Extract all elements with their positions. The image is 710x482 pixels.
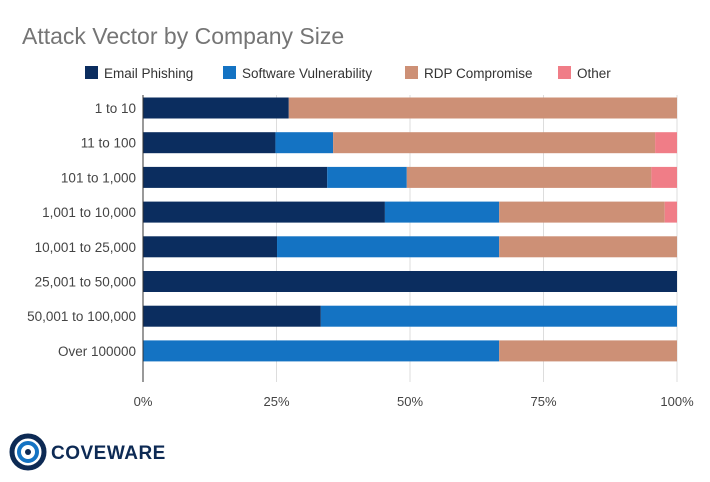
bar-email-phishing-25-001-to-50-000 — [143, 271, 677, 292]
bar-software-vulnerability-101-to-1-000 — [327, 166, 407, 188]
y-tick-label: 10,001 to 25,000 — [35, 240, 136, 255]
y-tick-label: 11 to 100 — [81, 136, 136, 151]
legend-swatch-email-phishing — [85, 66, 98, 79]
bar-software-vulnerability-10-001-to-25-000 — [277, 236, 500, 258]
bar-rdp-compromise-101-to-1-000 — [406, 166, 652, 188]
x-tick-label: 50% — [397, 394, 423, 409]
bar-other-11-to-100 — [655, 132, 677, 154]
bar-software-vulnerability-50-001-to-100-000 — [320, 305, 677, 327]
legend-swatch-rdp-compromise — [405, 66, 418, 79]
bar-email-phishing-101-to-1-000 — [143, 166, 328, 188]
x-tick-label: 0% — [134, 394, 153, 409]
legend-label-rdp-compromise: RDP Compromise — [424, 66, 533, 81]
x-axis-labels: 0% 25% 50% 75% 100% — [134, 394, 694, 409]
legend-swatch-software-vulnerability — [223, 66, 236, 79]
y-tick-label: 1 to 10 — [95, 101, 136, 116]
legend: Email Phishing Software Vulnerability RDP … — [85, 66, 611, 81]
legend-label-software-vulnerability: Software Vulnerability — [242, 66, 372, 81]
y-tick-label: 25,001 to 50,000 — [35, 275, 136, 290]
coveware-logo-icon — [9, 433, 47, 471]
bar-software-vulnerability-over-100000 — [143, 340, 500, 362]
bar-email-phishing-1-to-10 — [143, 97, 289, 119]
x-tick-label: 25% — [263, 394, 289, 409]
bars — [143, 97, 677, 362]
bar-other-101-to-1-000 — [651, 166, 677, 188]
bar-software-vulnerability-1-001-to-10-000 — [384, 201, 500, 223]
legend-swatch-other — [558, 66, 571, 79]
bar-rdp-compromise-10-001-to-25-000 — [499, 236, 677, 258]
y-tick-label: 50,001 to 100,000 — [27, 309, 136, 324]
coveware-logo: COVEWARE — [9, 433, 166, 471]
x-tick-label: 100% — [660, 394, 694, 409]
x-tick-label: 75% — [530, 394, 556, 409]
bar-email-phishing-10-001-to-25-000 — [143, 236, 278, 258]
legend-label-other: Other — [577, 66, 611, 81]
bar-rdp-compromise-1-to-10 — [288, 97, 677, 119]
bar-rdp-compromise-1-001-to-10-000 — [499, 201, 665, 223]
y-tick-label: Over 100000 — [58, 344, 136, 359]
bar-rdp-compromise-over-100000 — [499, 340, 677, 362]
bar-rdp-compromise-11-to-100 — [333, 132, 656, 154]
chart-title: Attack Vector by Company Size — [22, 23, 344, 49]
bar-email-phishing-11-to-100 — [143, 132, 276, 154]
y-axis-labels: 1 to 10 11 to 100 101 to 1,000 1,001 to 10,… — [27, 101, 136, 359]
bar-software-vulnerability-11-to-100 — [275, 132, 334, 154]
legend-label-email-phishing: Email Phishing — [104, 66, 193, 81]
coveware-logo-text: COVEWARE — [51, 443, 166, 464]
bar-email-phishing-50-001-to-100-000 — [143, 305, 321, 327]
y-tick-label: 1,001 to 10,000 — [42, 205, 136, 220]
bar-other-1-001-to-10-000 — [664, 201, 677, 223]
bar-email-phishing-1-001-to-10-000 — [143, 201, 385, 223]
y-tick-label: 101 to 1,000 — [61, 170, 136, 185]
